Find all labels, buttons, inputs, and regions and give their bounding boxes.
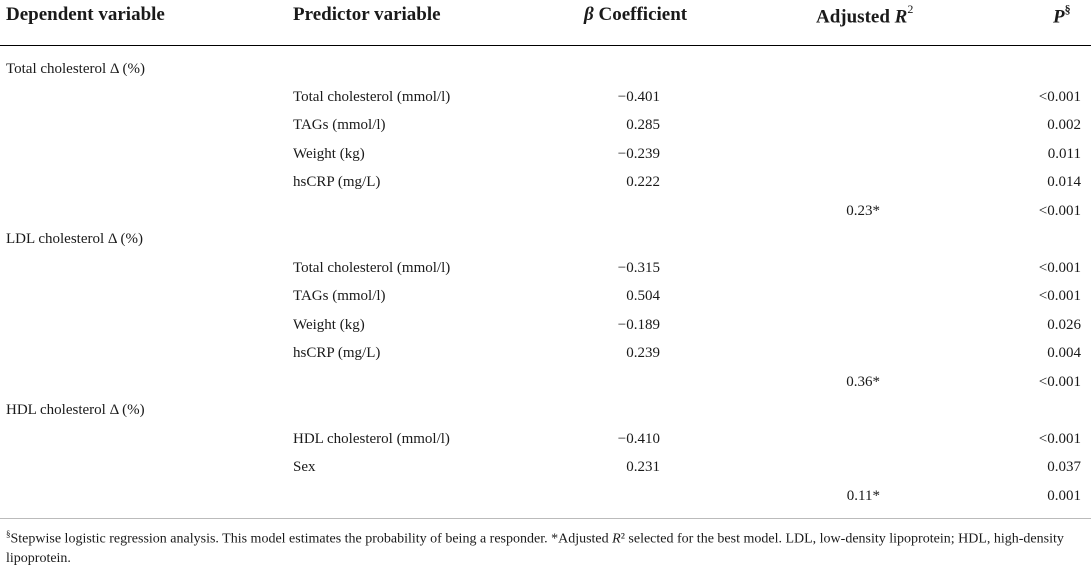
p-cell: 0.011 [1047, 146, 1081, 162]
adjusted-word: Adjusted [816, 6, 895, 28]
predictor-cell: Sex [293, 459, 316, 475]
header-beta-coefficient: β Coefficient [584, 4, 687, 26]
beta-cell: −0.410 [617, 431, 660, 447]
p-letter: P [1053, 6, 1065, 28]
beta-symbol: β [584, 4, 594, 25]
r-letter: R [894, 6, 908, 28]
r-superscript: 2 [907, 2, 914, 16]
group-label-total-cholesterol: Total cholesterol Δ (%) [6, 61, 145, 77]
header-dependent-variable: Dependent variable [6, 4, 165, 25]
beta-cell: 0.239 [626, 345, 660, 361]
model-p-cell: <0.001 [1038, 374, 1081, 390]
header-rule [0, 45, 1091, 46]
footnote-text-part2: ² selected for the best model. LDL, low-… [6, 531, 1064, 566]
beta-cell: −0.189 [617, 317, 660, 333]
header-p-value: P§ [1053, 2, 1071, 28]
table-bottom-rule [0, 518, 1091, 519]
beta-cell: 0.231 [626, 459, 660, 475]
adjusted-r2-cell: 0.23* [846, 203, 880, 219]
p-cell: 0.004 [1047, 345, 1081, 361]
adjusted-r2-cell: 0.36* [846, 374, 880, 390]
table-footnote: §Stepwise logistic regression analysis. … [6, 525, 1085, 568]
group-label-ldl-cholesterol: LDL cholesterol Δ (%) [6, 231, 143, 247]
p-superscript: § [1064, 2, 1071, 16]
p-cell: <0.001 [1038, 431, 1081, 447]
p-cell: 0.002 [1047, 117, 1081, 133]
model-p-cell: 0.001 [1047, 488, 1081, 504]
p-cell: <0.001 [1038, 288, 1081, 304]
p-cell: <0.001 [1038, 89, 1081, 105]
footnote-text-part1: Stepwise logistic regression analysis. T… [10, 531, 613, 547]
beta-cell: 0.222 [626, 174, 660, 190]
beta-cell: 0.504 [626, 288, 660, 304]
model-p-cell: <0.001 [1038, 203, 1081, 219]
header-adjusted-r2: Adjusted R2 [816, 2, 914, 28]
beta-cell: −0.239 [617, 146, 660, 162]
footnote-section-mark: § [6, 529, 11, 539]
p-cell: 0.014 [1047, 174, 1081, 190]
predictor-cell: Total cholesterol (mmol/l) [293, 260, 451, 276]
header-predictor-variable: Predictor variable [293, 4, 441, 25]
predictor-cell: hsCRP (mg/L) [293, 174, 381, 190]
adjusted-r2-cell: 0.11* [846, 488, 880, 504]
predictor-cell: Weight (kg) [293, 146, 365, 162]
beta-word: Coefficient [593, 4, 688, 25]
p-cell: <0.001 [1038, 260, 1081, 276]
predictor-cell: hsCRP (mg/L) [293, 345, 381, 361]
beta-cell: 0.285 [626, 117, 660, 133]
predictor-cell: TAGs (mmol/l) [293, 117, 386, 133]
predictor-cell: TAGs (mmol/l) [293, 288, 386, 304]
predictor-cell: Total cholesterol (mmol/l) [293, 89, 451, 105]
predictor-cell: HDL cholesterol (mmol/l) [293, 431, 450, 447]
p-cell: 0.037 [1047, 459, 1081, 475]
p-cell: 0.026 [1047, 317, 1081, 333]
beta-cell: −0.315 [617, 260, 660, 276]
beta-cell: −0.401 [617, 89, 660, 105]
group-label-hdl-cholesterol: HDL cholesterol Δ (%) [6, 402, 145, 418]
footnote-r-letter: R [612, 531, 621, 547]
predictor-cell: Weight (kg) [293, 317, 365, 333]
